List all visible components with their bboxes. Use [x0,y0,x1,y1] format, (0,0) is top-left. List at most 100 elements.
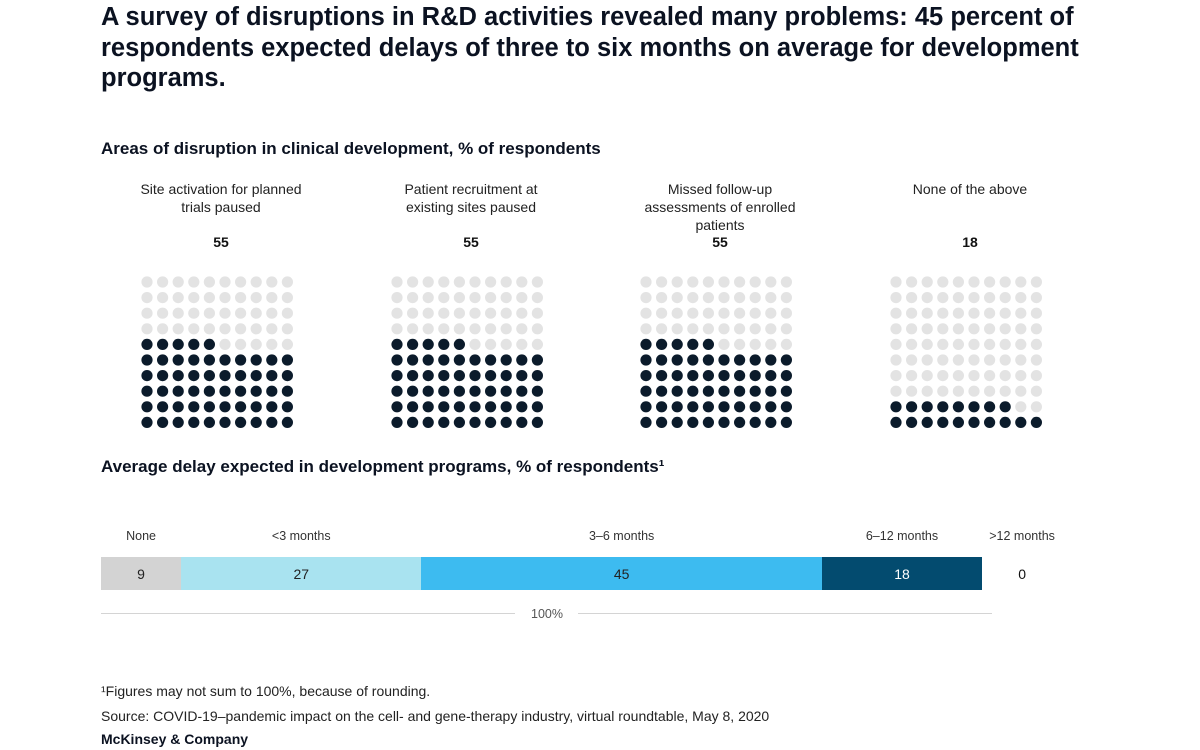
waffle-dot-filled [422,416,434,428]
waffle-dot-filled [407,354,419,366]
waffle-dot-filled [281,385,293,397]
waffle-dot-filled [671,370,683,382]
waffle-dot-filled [500,354,512,366]
waffle-dot-filled [702,370,714,382]
waffle-dot-empty [203,276,215,288]
waffle-dot-filled [391,416,403,428]
waffle-dot-empty [890,354,902,366]
waffle-dot-empty [1015,401,1027,413]
waffle-dot-empty [671,292,683,304]
waffle-dot-empty [391,276,403,288]
waffle-dots [890,276,1042,428]
waffle-dot-empty [1030,354,1042,366]
waffle-dot-empty [422,276,434,288]
waffle-dot-filled [188,416,200,428]
waffle-dot-empty [531,338,543,350]
waffle-dot-filled [250,401,262,413]
waffle-dot-empty [500,323,512,335]
waffle-dot-empty [266,307,278,319]
waffle-dot-filled [718,385,730,397]
waffle-dot-filled [687,370,699,382]
total-label: 100% [531,607,563,621]
waffle-dot-empty [702,292,714,304]
waffle-dot-empty [921,354,933,366]
waffle-dot-filled [407,385,419,397]
waffle-dot-filled [235,385,247,397]
waffle-dot-filled [702,401,714,413]
waffle-dot-filled [702,416,714,428]
waffle-dot-empty [1015,385,1027,397]
waffle-dot-empty [968,385,980,397]
footnote-source: Source: COVID-19–pandemic impact on the … [101,708,770,724]
waffle-dot-empty [500,307,512,319]
waffle-dot-empty [687,323,699,335]
waffle-dot-filled [203,338,215,350]
waffle-category-label: None of the above [912,181,1028,197]
waffle-dot-empty [702,323,714,335]
waffle-dot-filled [656,370,668,382]
waffle-dot-filled [1015,416,1027,428]
waffle-dot-empty [656,307,668,319]
waffle-dot-empty [780,307,792,319]
waffle-dot-filled [250,385,262,397]
waffle-dot-empty [1015,307,1027,319]
waffle-dot-filled [500,416,512,428]
waffle-dot-filled [640,416,652,428]
waffle-dot-empty [531,276,543,288]
waffle-dot-filled [453,354,465,366]
waffle-dot-empty [749,338,761,350]
waffle-dot-filled [219,354,231,366]
waffle-dot-filled [391,338,403,350]
waffle-dot-empty [1030,323,1042,335]
waffle-dot-filled [500,370,512,382]
waffle-dot-filled [516,370,528,382]
waffle-dot-empty [921,292,933,304]
waffle-dot-empty [172,307,184,319]
waffle-dot-empty [235,292,247,304]
waffle-dot-filled [531,354,543,366]
waffle-dot-filled [765,385,777,397]
waffle-dot-filled [141,338,153,350]
waffle-category-label: Site activation for planned trials pause… [140,181,302,215]
waffle-dot-filled [453,401,465,413]
waffle-dot-filled [780,385,792,397]
footnote-rounding: ¹Figures may not sum to 100%, because of… [101,683,431,699]
waffle-dot-empty [469,338,481,350]
waffle-dot-filled [157,354,169,366]
waffle-dot-empty [438,292,450,304]
waffle-dot-filled [952,401,964,413]
waffle-dot-empty [921,307,933,319]
waffle-dot-empty [235,276,247,288]
waffle-dot-empty [516,338,528,350]
waffle-dot-empty [718,338,730,350]
waffle-dot-empty [999,370,1011,382]
waffle-dot-empty [937,307,949,319]
waffle-dot-filled [671,416,683,428]
waffle-dot-empty [906,307,918,319]
waffle-dot-filled [656,401,668,413]
waffle-dot-empty [702,276,714,288]
waffle-dot-empty [921,385,933,397]
waffle-dot-filled [157,416,169,428]
waffle-dot-empty [516,292,528,304]
waffle-dot-empty [500,338,512,350]
waffle-dot-empty [188,323,200,335]
waffle-dot-filled [141,385,153,397]
waffle-dot-empty [453,323,465,335]
waffle-dot-empty [906,292,918,304]
waffle-dot-filled [422,370,434,382]
waffle-dot-filled [188,385,200,397]
waffle-dot-empty [1030,338,1042,350]
waffle-dot-empty [890,307,902,319]
waffle-dot-filled [671,401,683,413]
waffle-dot-empty [952,323,964,335]
waffle-dot-filled [219,401,231,413]
waffle-dot-empty [702,307,714,319]
waffle-dot-filled [531,385,543,397]
waffle-dot-filled [687,416,699,428]
waffle-dot-empty [281,338,293,350]
waffle-dot-empty [188,276,200,288]
waffle-dot-empty [780,276,792,288]
waffle-dot-filled [718,401,730,413]
waffle-dot-empty [968,354,980,366]
